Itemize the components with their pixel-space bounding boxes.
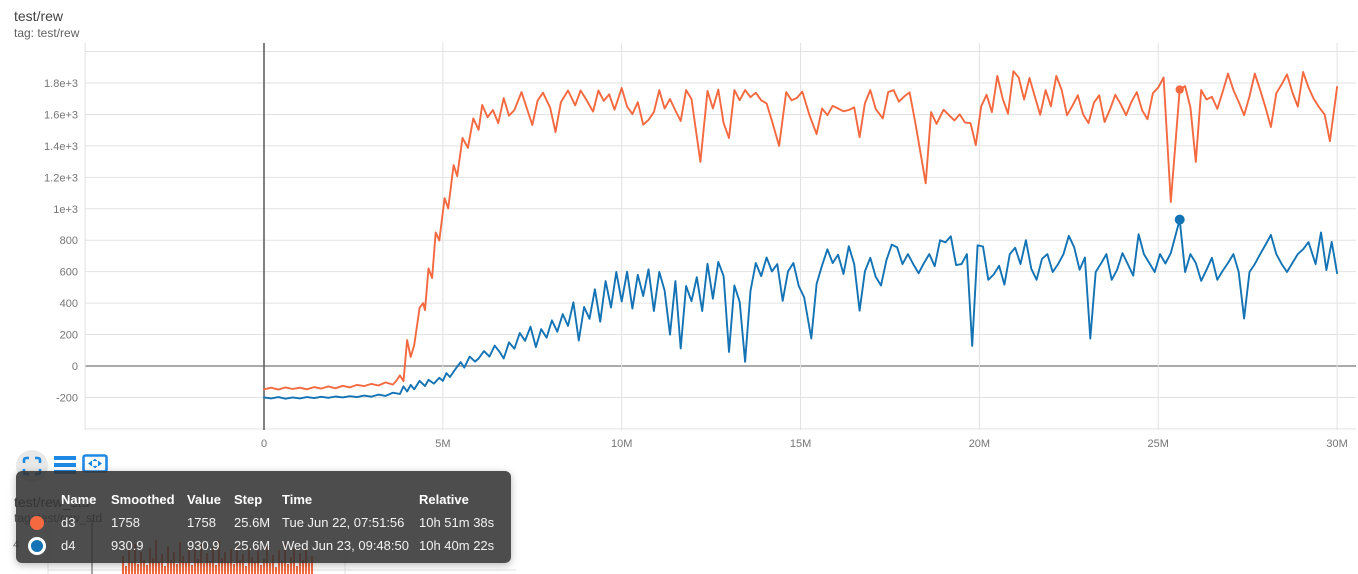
std-series-spike [254, 562, 256, 574]
y-tick-label: 1.6e+3 [44, 109, 78, 121]
std-series-spike [227, 562, 229, 574]
x-tick-label: 20M [969, 438, 990, 450]
scalar-chart[interactable]: -200 0 200 400 600 800 1e+3 1.2e+3 1.4e+3 1.6e+3 1… [0, 0, 1358, 460]
std-series-spike [311, 556, 313, 574]
std-series-spike [164, 566, 166, 574]
std-series-spike [287, 564, 289, 574]
std-series-spike [182, 556, 184, 574]
std-series-spike [245, 566, 247, 574]
tooltip-cell-name: d3 [61, 515, 76, 530]
run-color-swatch [30, 515, 44, 530]
std-series-spike [122, 556, 124, 574]
tooltip-cell-relative: 10h 51m 38s [419, 515, 495, 530]
card-tag: tag: test/rew [14, 26, 80, 40]
std-series-spike [242, 554, 244, 574]
x-tick-label: 30M [1326, 438, 1347, 450]
hover-point-d4[interactable] [1174, 214, 1185, 225]
run-color-swatch [28, 536, 46, 555]
y-tick-label: 200 [60, 330, 78, 342]
tooltip-cell-value: 1758 [187, 515, 216, 530]
y-tick-label: 600 [60, 267, 78, 279]
std-series-spike [191, 565, 193, 574]
std-series-spike [131, 562, 133, 574]
std-series-spike [269, 563, 271, 574]
std-series-spike [281, 561, 283, 574]
chart-tooltip: Name Smoothed Value Step Time Relative d3 1758 1… [16, 471, 511, 563]
tooltip-header-cell: Name [61, 491, 97, 507]
tooltip-cell-time: Wed Jun 23, 09:48:50 [282, 538, 409, 553]
std-series-spike [125, 566, 127, 574]
y-tick-label: 0 [72, 361, 78, 373]
hover-point-d3[interactable] [1175, 85, 1184, 94]
y-tick-label: 1.8e+3 [44, 78, 78, 90]
y-tick-label: 1.4e+3 [44, 141, 78, 153]
series-line-d3[interactable] [263, 70, 1339, 391]
std-series-spike [137, 564, 139, 574]
tooltip-header-cell: Relative [419, 491, 469, 507]
std-series-spike [275, 567, 277, 574]
tooltip-row-d4: d4 930.9 930.9 25.6M Wed Jun 23, 09:48:50 10h… [16, 534, 511, 557]
tooltip-cell-smoothed: 1758 [111, 515, 140, 530]
std-series-spike [215, 565, 217, 574]
y-tick-label: 800 [60, 235, 78, 247]
x-tick-label: 5M [435, 438, 450, 450]
tooltip-cell-name: d4 [61, 538, 76, 553]
std-series-spike [197, 559, 199, 574]
std-series-spike [260, 565, 262, 574]
x-tick-label: 15M [790, 438, 811, 450]
std-series-spike [290, 557, 292, 574]
std-series-spike [146, 565, 148, 574]
tooltip-cell-step: 25.6M [234, 515, 271, 530]
std-series-spike [140, 552, 142, 574]
tooltip-cell-relative: 10h 40m 22s [419, 538, 495, 553]
std-series-spike [302, 560, 304, 574]
tooltip-cell-step: 25.6M [234, 538, 271, 553]
std-series-spike [296, 566, 298, 574]
std-series-spike [173, 552, 175, 574]
std-series-spike [251, 557, 253, 574]
y-tick-label: 1.2e+3 [44, 172, 78, 184]
std-series-spike [161, 554, 163, 574]
std-series-spike [176, 564, 178, 574]
std-series-spike [152, 558, 154, 574]
tooltip-cell-value: 930.9 [187, 538, 220, 553]
tooltip-header-cell: Step [234, 491, 263, 507]
tooltip-header-cell: Smoothed [111, 491, 175, 507]
x-tick-label: 0 [261, 438, 267, 450]
x-tick-label: 25M [1148, 438, 1169, 450]
std-series-spike [185, 562, 187, 574]
y-tick-label: 400 [60, 298, 78, 310]
tooltip-cell-smoothed: 930.9 [111, 538, 144, 553]
x-tick-label: 10M [611, 438, 632, 450]
std-series-spike [224, 552, 226, 574]
std-series-spike [206, 553, 208, 574]
std-series-spike [221, 558, 223, 574]
tooltip-row-d3: d3 1758 1758 25.6M Tue Jun 22, 07:51:56 10h 5… [16, 511, 511, 534]
series-line-d4[interactable] [263, 218, 1339, 400]
std-series-spike [239, 560, 241, 574]
std-series-spike [233, 564, 235, 574]
tooltip-header-cell: Time [282, 491, 313, 507]
tooltip-header-row: Name Smoothed Value Step Time Relative [16, 487, 511, 511]
std-series-spike [272, 555, 274, 574]
std-series-spike [203, 563, 205, 574]
y-tick-label: -200 [56, 392, 78, 404]
std-series-spike [143, 560, 145, 574]
std-series-spike [299, 553, 301, 574]
y-tick-label: 1e+3 [53, 204, 78, 216]
tooltip-cell-time: Tue Jun 22, 07:51:56 [282, 515, 405, 530]
std-series-spike [170, 560, 172, 574]
std-series-spike [158, 562, 160, 574]
expand-card-icon[interactable] [22, 456, 42, 481]
card-title: test/rew [14, 8, 64, 24]
tooltip-header-cell: Value [187, 491, 221, 507]
std-series-spike [263, 559, 265, 574]
std-series-spike [209, 561, 211, 574]
std-series-spike [308, 563, 310, 574]
